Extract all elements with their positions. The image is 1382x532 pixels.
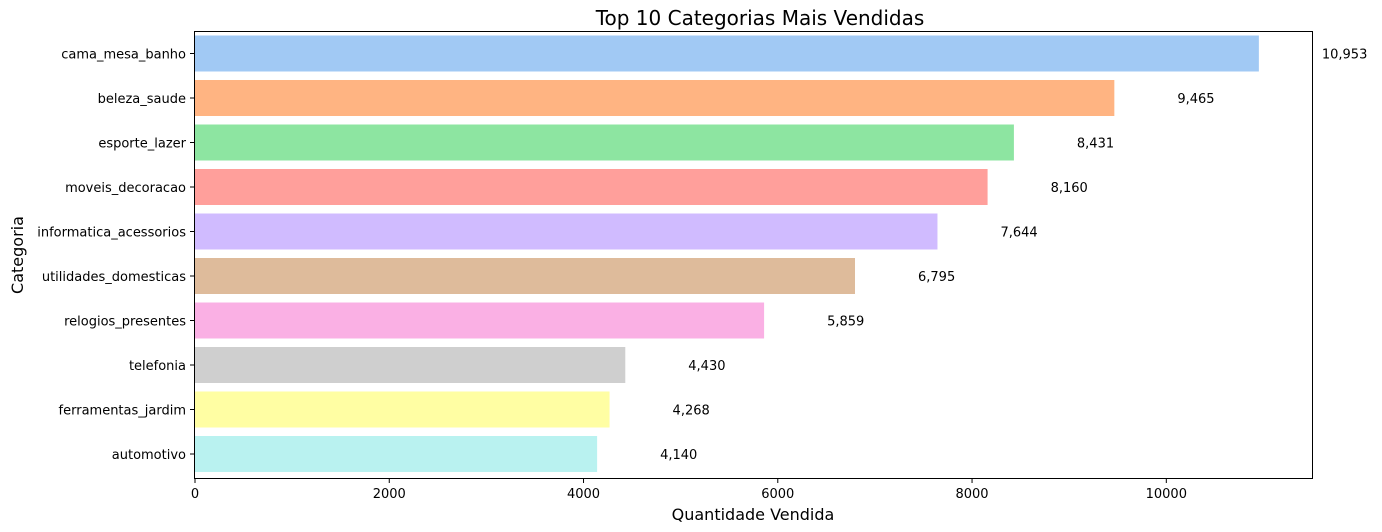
x-tick-label-0: 0: [191, 487, 199, 502]
y-tick-label-ferramentas-jardim: ferramentas_jardim: [59, 404, 186, 419]
value-label-relogios-presentes: 5,859: [827, 315, 864, 330]
bar-relogios-presentes: [195, 302, 765, 339]
bar-automotivo: [195, 436, 598, 472]
plot-area-frame: [194, 31, 1313, 479]
bar-utilidades-domesticas: [195, 258, 856, 294]
value-label-automotivo: 4,140: [660, 448, 697, 463]
bar-moveis-decoracao: [195, 169, 988, 205]
chart-title: Top 10 Categorias Mais Vendidas: [595, 6, 925, 30]
y-tick-label-cama-mesa-banho: cama_mesa_banho: [61, 48, 186, 63]
value-label-informatica-acessorios: 7,644: [1000, 226, 1037, 241]
bar-informatica-acessorios: [195, 213, 938, 250]
bars-layer: [195, 35, 1259, 472]
bar-cama-mesa-banho: [195, 35, 1259, 72]
value-label-cama-mesa-banho: 10,953: [1322, 48, 1368, 63]
bar-esporte-lazer: [195, 124, 1014, 161]
bar-beleza-saude: [195, 80, 1115, 116]
y-tick-label-beleza-saude: beleza_saude: [98, 92, 186, 107]
x-axis: 0 2000 4000 6000 8000 10000: [191, 478, 1187, 502]
value-label-esporte-lazer: 8,431: [1077, 137, 1114, 152]
y-tick-label-automotivo: automotivo: [112, 448, 186, 463]
value-labels-layer: 10,953 9,465 8,431 8,160 7,644 6,795 5,859 4,43…: [660, 48, 1367, 464]
value-label-ferramentas-jardim: 4,268: [673, 404, 710, 419]
value-label-telefonia: 4,430: [688, 359, 725, 374]
value-label-utilidades-domesticas: 6,795: [918, 270, 955, 285]
bar-ferramentas-jardim: [195, 391, 610, 428]
x-tick-label-4000: 4000: [567, 487, 600, 502]
bar-telefonia: [195, 347, 626, 383]
value-label-moveis-decoracao: 8,160: [1051, 181, 1088, 196]
x-tick-label-2000: 2000: [373, 487, 406, 502]
x-tick-label-8000: 8000: [955, 487, 988, 502]
y-axis-title: Categoria: [8, 216, 27, 294]
y-tick-label-moveis-decoracao: moveis_decoracao: [65, 181, 186, 196]
y-axis: cama_mesa_banho beleza_saude esporte_lazer…: [37, 48, 195, 463]
y-tick-label-relogios-presentes: relogios_presentes: [64, 315, 186, 330]
value-label-beleza-saude: 9,465: [1177, 92, 1214, 107]
y-tick-label-informatica-acessorios: informatica_acessorios: [37, 226, 186, 241]
x-axis-title: Quantidade Vendida: [672, 505, 835, 524]
x-tick-label-6000: 6000: [761, 487, 794, 502]
y-tick-label-telefonia: telefonia: [129, 359, 186, 374]
x-tick-label-10000: 10000: [1146, 487, 1187, 502]
y-tick-label-esporte-lazer: esporte_lazer: [98, 137, 186, 152]
y-tick-label-utilidades-domesticas: utilidades_domesticas: [42, 270, 186, 285]
